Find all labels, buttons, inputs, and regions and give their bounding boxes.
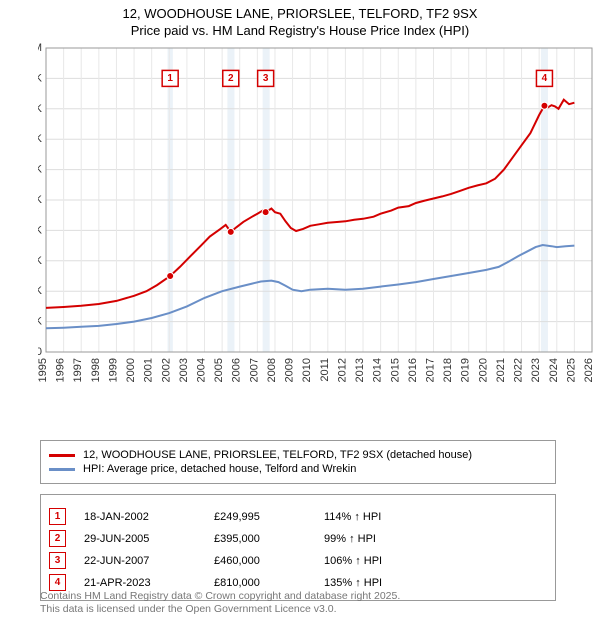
legend-label-hpi: HPI: Average price, detached house, Telf…: [83, 463, 356, 475]
legend-label-price: 12, WOODHOUSE LANE, PRIORSLEE, TELFORD, …: [83, 449, 472, 461]
svg-text:2018: 2018: [442, 358, 454, 382]
svg-text:£400K: £400K: [38, 224, 43, 236]
svg-text:1996: 1996: [55, 358, 67, 382]
chart-area: £0 £100K £200K £300K £400K £500K £600K £700K £80…: [38, 42, 598, 412]
legend-row-hpi: HPI: Average price, detached house, Telf…: [49, 463, 547, 475]
svg-text:1995: 1995: [38, 358, 49, 382]
svg-text:£600K: £600K: [38, 163, 43, 175]
svg-text:£500K: £500K: [38, 194, 43, 206]
svg-text:2023: 2023: [530, 358, 542, 382]
sale-pct: 99% ↑ HPI: [324, 533, 547, 545]
svg-text:2011: 2011: [319, 358, 331, 382]
disclaimer-line-1: Contains HM Land Registry data © Crown c…: [40, 590, 400, 602]
svg-text:4: 4: [542, 73, 548, 84]
sale-row: 2 29-JUN-2005£395,00099% ↑ HPI: [49, 530, 547, 547]
sale-date: 18-JAN-2002: [84, 511, 214, 523]
svg-text:£900K: £900K: [38, 72, 43, 84]
svg-text:1: 1: [167, 73, 173, 84]
sale-row: 3 22-JUN-2007£460,000106% ↑ HPI: [49, 552, 547, 569]
sale-row: 4 21-APR-2023£810,000135% ↑ HPI: [49, 574, 547, 591]
sale-pct: 106% ↑ HPI: [324, 555, 547, 567]
title-line-1: 12, WOODHOUSE LANE, PRIORSLEE, TELFORD, …: [8, 6, 592, 23]
svg-text:2010: 2010: [301, 358, 313, 382]
svg-text:1997: 1997: [72, 358, 84, 382]
legend-swatch-price: [49, 454, 75, 457]
sale-price: £249,995: [214, 511, 324, 523]
chart-svg: £0 £100K £200K £300K £400K £500K £600K £700K £80…: [38, 42, 598, 412]
svg-text:2007: 2007: [248, 358, 260, 382]
svg-text:2015: 2015: [389, 358, 401, 382]
sale-price: £395,000: [214, 533, 324, 545]
svg-text:2013: 2013: [354, 358, 366, 382]
sale-marker: 4: [49, 574, 66, 591]
sale-date: 21-APR-2023: [84, 577, 214, 589]
legend-swatch-hpi: [49, 468, 75, 471]
sale-pct: 135% ↑ HPI: [324, 577, 547, 589]
svg-text:2019: 2019: [460, 358, 472, 382]
svg-text:2008: 2008: [266, 358, 278, 382]
sale-pct: 114% ↑ HPI: [324, 511, 547, 523]
svg-text:2000: 2000: [125, 358, 137, 382]
svg-text:2003: 2003: [178, 358, 190, 382]
disclaimer-line-2: This data is licensed under the Open Gov…: [40, 603, 337, 615]
svg-text:2009: 2009: [284, 358, 296, 382]
sale-marker: 2: [49, 530, 66, 547]
svg-text:2021: 2021: [495, 358, 507, 382]
svg-text:2005: 2005: [213, 358, 225, 382]
svg-text:2022: 2022: [513, 358, 525, 382]
svg-text:1999: 1999: [107, 358, 119, 382]
svg-text:3: 3: [263, 73, 269, 84]
svg-text:£300K: £300K: [38, 255, 43, 267]
svg-text:£200K: £200K: [38, 285, 43, 297]
sale-marker: 3: [49, 552, 66, 569]
sale-date: 22-JUN-2007: [84, 555, 214, 567]
svg-text:2017: 2017: [424, 358, 436, 382]
sale-marker: 1: [49, 508, 66, 525]
legend-row-price: 12, WOODHOUSE LANE, PRIORSLEE, TELFORD, …: [49, 449, 547, 461]
sales-table: 1 18-JAN-2002£249,995114% ↑ HPI 2 29-JUN-20…: [40, 494, 556, 601]
svg-text:2024: 2024: [548, 358, 560, 382]
svg-text:2020: 2020: [477, 358, 489, 382]
svg-text:2001: 2001: [143, 358, 155, 382]
svg-text:£800K: £800K: [38, 103, 43, 115]
svg-text:£100K: £100K: [38, 315, 43, 327]
disclaimer: Contains HM Land Registry data © Crown c…: [40, 590, 554, 616]
svg-text:2016: 2016: [407, 358, 419, 382]
svg-text:2025: 2025: [565, 358, 577, 382]
svg-text:2026: 2026: [583, 358, 595, 382]
svg-text:2006: 2006: [231, 358, 243, 382]
sale-price: £810,000: [214, 577, 324, 589]
title-line-2: Price paid vs. HM Land Registry's House …: [8, 23, 592, 40]
svg-text:£1M: £1M: [38, 42, 42, 54]
svg-text:2002: 2002: [160, 358, 172, 382]
svg-text:2: 2: [228, 73, 234, 84]
svg-text:1998: 1998: [90, 358, 102, 382]
sale-date: 29-JUN-2005: [84, 533, 214, 545]
svg-text:£700K: £700K: [38, 133, 43, 145]
sale-price: £460,000: [214, 555, 324, 567]
svg-text:2014: 2014: [372, 358, 384, 382]
chart-title: 12, WOODHOUSE LANE, PRIORSLEE, TELFORD, …: [0, 0, 600, 42]
legend-box: 12, WOODHOUSE LANE, PRIORSLEE, TELFORD, …: [40, 440, 556, 484]
svg-text:2004: 2004: [196, 358, 208, 382]
svg-text:£0: £0: [38, 346, 42, 358]
sale-row: 1 18-JAN-2002£249,995114% ↑ HPI: [49, 508, 547, 525]
svg-text:2012: 2012: [336, 358, 348, 382]
